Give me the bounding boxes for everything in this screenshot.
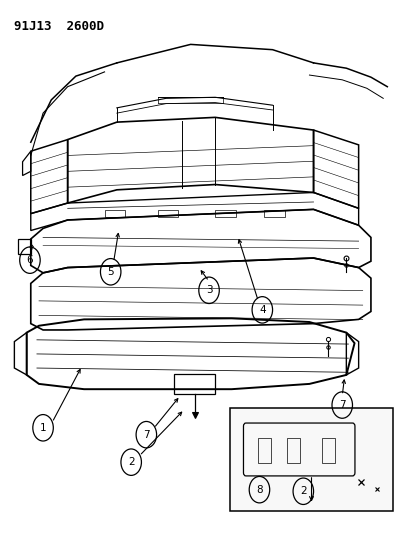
- Bar: [157, 211, 178, 217]
- Bar: [286, 438, 299, 463]
- Text: 2: 2: [299, 486, 306, 496]
- Bar: [258, 438, 271, 463]
- Text: 8: 8: [256, 484, 262, 495]
- Text: 3: 3: [205, 285, 212, 295]
- Bar: [321, 438, 334, 463]
- Text: 4: 4: [259, 305, 265, 315]
- Text: 5: 5: [107, 267, 114, 277]
- Text: 1: 1: [40, 423, 46, 433]
- Text: 7: 7: [142, 430, 149, 440]
- Bar: [264, 211, 284, 217]
- Text: 2: 2: [128, 457, 134, 467]
- Text: 91J13  2600D: 91J13 2600D: [14, 20, 104, 33]
- Bar: [229, 408, 392, 511]
- Bar: [215, 211, 235, 217]
- Text: 6: 6: [26, 255, 33, 265]
- Bar: [174, 374, 215, 394]
- Text: 7: 7: [338, 400, 345, 410]
- Bar: [104, 211, 125, 217]
